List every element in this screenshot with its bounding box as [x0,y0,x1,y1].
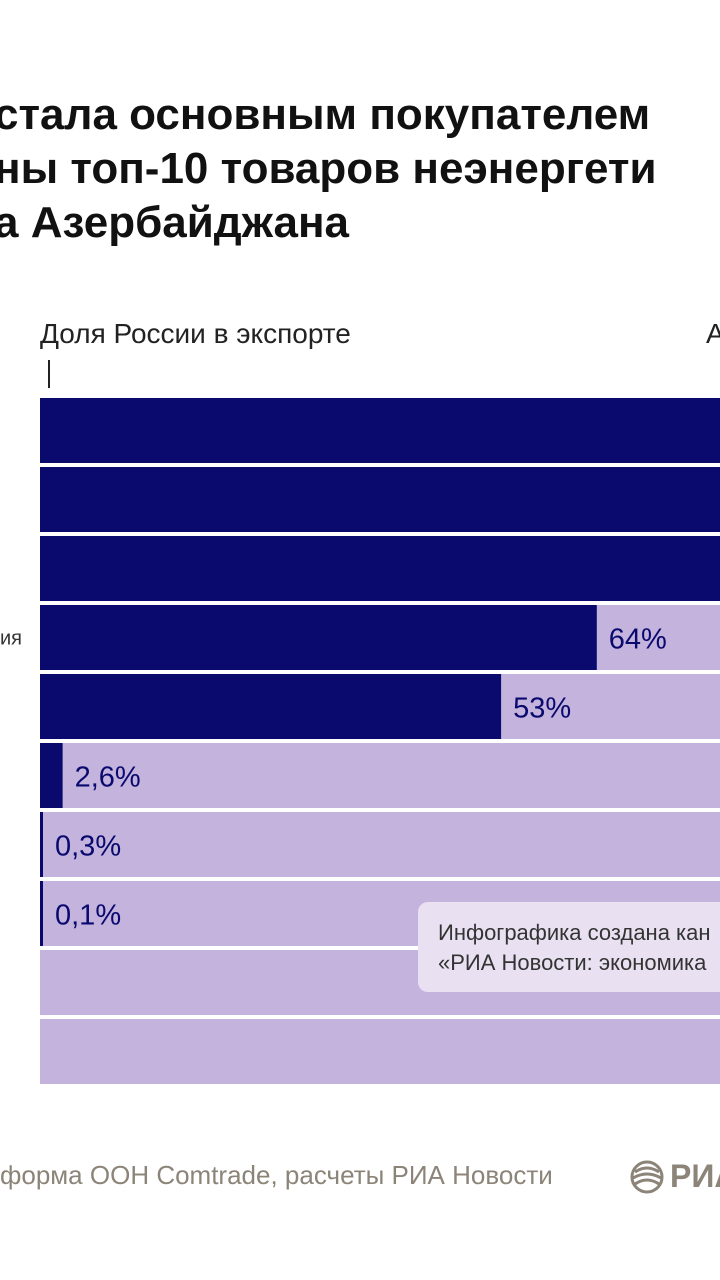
data-label-5: 2,6% [75,762,141,794]
title-line-2: ны топ-10 товаров неэнергети [0,144,657,193]
source-text: форма ООН Comtrade, расчеты РИА Новости [0,1160,553,1190]
ria-logo: РИА [630,1158,720,1195]
bar-rest-6 [40,812,720,877]
chart-title: стала основным покупателем ны топ-10 тов… [0,88,720,250]
bar-russia-4 [40,674,502,739]
data-label-7: 0,1% [55,900,121,932]
bar-russia-7 [40,881,43,946]
legend-tick [48,360,50,388]
data-label-6: 0,3% [55,831,121,863]
data-label-4: 53% [513,693,571,725]
row-label-3: ия [0,628,22,650]
bar-russia-5 [40,743,63,808]
legend-other: А [706,318,720,349]
legend-russia-share: Доля России в экспорте [40,318,351,349]
title-line-3: а Азербайджана [0,198,349,247]
bar-rest-5 [40,743,720,808]
bar-rest-9 [40,1019,720,1084]
data-label-3: 64% [609,624,667,656]
note-line-1: Инфографика создана кан [438,920,711,945]
bar-russia-1 [40,467,720,532]
bar-russia-6 [40,812,43,877]
logo-text: РИА [670,1158,720,1194]
title-line-1: стала основным покупателем [0,90,651,139]
bar-russia-3 [40,605,597,670]
note-line-2: «РИА Новости: экономика [438,950,707,975]
ria-globe-icon [630,1160,664,1193]
bar-russia-2 [40,536,720,601]
bar-russia-0 [40,398,720,463]
info-note: Инфографика создана кан «РИА Новости: эк… [418,902,720,992]
